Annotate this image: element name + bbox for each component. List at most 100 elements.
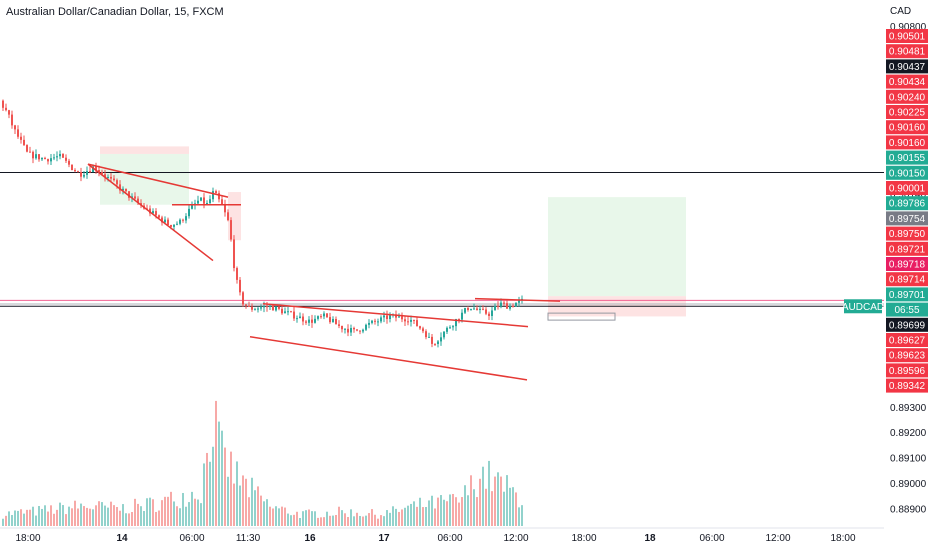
volume-bar: [347, 517, 349, 526]
volume-bar: [491, 491, 493, 526]
x-tick-label: 17: [378, 533, 390, 544]
volume-bar: [449, 494, 451, 526]
candle-body: [278, 306, 280, 309]
volume-bar: [35, 515, 37, 526]
volume-bar: [410, 503, 412, 526]
volume-bar: [65, 514, 67, 526]
price-badge-label: 0.89699: [889, 320, 926, 331]
volume-bar: [341, 510, 343, 526]
candle-body: [428, 336, 430, 338]
candle-body: [71, 164, 73, 171]
candle-body: [437, 341, 439, 345]
candle-body: [245, 304, 247, 306]
volume-bar: [236, 461, 238, 526]
candle-body: [122, 188, 124, 191]
volume-bar: [494, 476, 496, 526]
volume-bar: [218, 421, 220, 526]
volume-bar: [335, 514, 337, 526]
candle-body: [2, 100, 4, 108]
volume-bar: [362, 516, 364, 526]
candle-body: [509, 305, 511, 309]
candle-body: [68, 160, 70, 165]
x-tick-label: 12:00: [503, 533, 528, 544]
volume-bar: [239, 485, 241, 526]
trendline: [87, 163, 214, 262]
price-badge: 0.90150: [886, 165, 928, 180]
volume-bar: [515, 492, 517, 526]
volume-bar: [422, 507, 424, 526]
candle-body: [299, 316, 301, 319]
volume-bar: [455, 497, 457, 526]
candle-body: [47, 159, 49, 162]
candle-body: [197, 200, 199, 204]
y-tick-label: 0.89300: [890, 403, 927, 414]
candle-body: [416, 320, 418, 327]
volume-bar: [149, 497, 151, 526]
time-axis[interactable]: 18:00 14 06:00 11:30 16 17 06:00 12:00 18:00 18 06…: [0, 527, 884, 544]
price-badge-label: 0.89750: [889, 229, 926, 240]
volume-bar: [170, 491, 172, 526]
y-tick-label: 0.89000: [890, 479, 927, 490]
volume-bar: [38, 506, 40, 526]
candle-body: [8, 110, 10, 115]
volume-bar: [143, 510, 145, 526]
candle-body: [353, 327, 355, 330]
volume-bar: [407, 505, 409, 526]
volume-bar: [59, 502, 61, 526]
price-badge-box: [886, 105, 928, 119]
price-badge-box: [886, 317, 928, 332]
y-tick-label: 0.90140: [890, 190, 927, 201]
price-badge-label: 0.90001: [889, 184, 926, 195]
price-badge: 0.89718: [886, 257, 928, 271]
price-badge-label: 0.89718: [889, 260, 926, 271]
candle-body: [260, 307, 262, 309]
candle-body: [377, 321, 379, 323]
trendline: [262, 302, 529, 328]
price-badge: 0.90481: [886, 44, 928, 59]
candle-body: [344, 328, 346, 330]
price-badge: 0.89342: [886, 378, 928, 393]
volume-bar: [383, 516, 385, 526]
volume-bar: [281, 506, 283, 526]
candle-body: [449, 327, 451, 329]
candle-body: [326, 313, 328, 318]
volume-bar: [482, 466, 484, 526]
volume-bar: [260, 495, 262, 526]
volume-bar: [425, 507, 427, 526]
volume-bar: [476, 497, 478, 526]
volume-bar: [368, 513, 370, 526]
candle-body: [116, 180, 118, 185]
candle-body: [518, 299, 520, 303]
price-badge: 0.89786: [886, 196, 928, 211]
price-badge-label: 0.89754: [889, 214, 926, 225]
candle-body: [251, 306, 253, 310]
volume-bar: [176, 506, 178, 526]
candle-body: [311, 319, 313, 323]
candle-body: [272, 305, 274, 311]
candle-body: [248, 305, 250, 307]
price-badge-label: 0.90150: [889, 168, 926, 179]
price-badge: 0.90001: [886, 181, 928, 195]
price-badge-label: 0.89721: [889, 244, 926, 255]
candle-body: [236, 268, 238, 280]
candle-body: [314, 318, 316, 323]
candle-body: [374, 320, 376, 322]
volume-bar: [293, 514, 295, 526]
volume-bar: [389, 512, 391, 526]
volume-bar: [278, 508, 280, 526]
volume-bar: [47, 511, 49, 526]
volume-bar: [80, 503, 82, 526]
candle-body: [482, 308, 484, 310]
price-badge-label: 0.89342: [889, 381, 926, 392]
volume-bar: [44, 505, 46, 526]
candle-body: [254, 309, 256, 311]
volume-bar: [500, 476, 502, 526]
price-badge-box: [886, 257, 928, 271]
x-tick-label: 06:00: [699, 533, 724, 544]
candle-body: [362, 329, 364, 332]
candle-body: [440, 337, 442, 342]
candle-body: [182, 219, 184, 221]
x-tick-label: 06:00: [179, 533, 204, 544]
candle-body: [302, 316, 304, 322]
